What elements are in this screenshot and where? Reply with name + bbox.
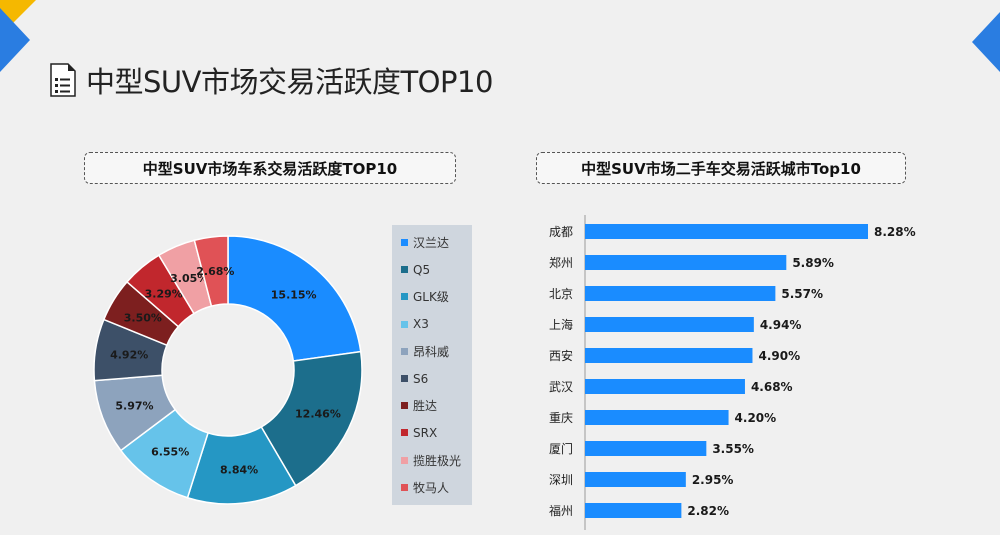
legend-item: GLK级 xyxy=(392,283,472,310)
donut-legend: 汉兰达 Q5 GLK级 X3 昂科威 S6 胜达 SRX 揽胜极光牧马人 xyxy=(392,225,472,505)
donut-slice-label: 3.50% xyxy=(124,312,162,325)
legend-item: 牧马人 xyxy=(392,474,472,501)
donut-slice-label: 15.15% xyxy=(271,289,317,302)
bar-9 xyxy=(585,472,686,487)
bar-value-label: 8.28% xyxy=(874,225,916,239)
corner-decoration-left xyxy=(0,0,36,72)
legend-swatch xyxy=(401,266,408,274)
donut-chart: 15.15% 12.46% 8.84% 6.55% 5.97% 4.92% 3.50% 3.2… xyxy=(93,235,363,505)
bar-10 xyxy=(585,503,682,518)
donut-slice-label: 2.68% xyxy=(196,265,234,278)
bar-category-label: 重庆 xyxy=(549,411,573,425)
legend-label: Q5 xyxy=(413,262,431,277)
legend-swatch xyxy=(401,456,408,464)
bar-value-label: 4.68% xyxy=(751,380,793,394)
legend-label: SRX xyxy=(413,425,438,440)
legend-swatch xyxy=(401,375,408,383)
legend-swatch xyxy=(401,347,408,355)
donut-slice-label: 12.46% xyxy=(295,408,341,421)
bar-3 xyxy=(585,286,776,301)
corner-decoration-right xyxy=(972,12,1000,72)
header: 中型SUV市场交易活跃度TOP10 xyxy=(50,58,493,102)
legend-item: 揽胜极光 xyxy=(392,447,472,474)
bar-category-label: 福州 xyxy=(549,503,573,518)
bar-value-label: 4.20% xyxy=(735,411,777,425)
donut-slice-label: 5.97% xyxy=(115,399,153,412)
legend-label: 胜达 xyxy=(413,399,438,414)
bar-7 xyxy=(585,410,729,425)
donut-slice-label: 4.92% xyxy=(110,349,148,362)
donut-slice-10 xyxy=(193,235,229,308)
legend-label: GLK级 xyxy=(413,290,449,305)
legend-item: 胜达 xyxy=(392,392,472,419)
bar-value-label: 5.89% xyxy=(792,256,834,270)
bar-category-label: 上海 xyxy=(549,317,573,332)
donut-slice-label: 3.29% xyxy=(145,287,183,300)
bar-value-label: 2.82% xyxy=(687,504,729,518)
bar-4 xyxy=(585,317,754,332)
bar-chart-title: 中型SUV市场二手车交易活跃城市Top10 xyxy=(536,152,906,184)
bar-6 xyxy=(585,379,745,394)
bar-value-label: 2.95% xyxy=(692,473,734,487)
bar-value-label: 4.90% xyxy=(758,349,800,363)
legend-swatch xyxy=(401,402,408,410)
legend-label: 汉兰达 xyxy=(413,236,450,251)
bar-2 xyxy=(585,255,787,270)
donut-slice-label: 8.84% xyxy=(220,463,258,476)
bar-value-label: 3.55% xyxy=(712,442,754,456)
donut-slice-label: 6.55% xyxy=(151,446,189,459)
bar-8 xyxy=(585,441,707,456)
bar-category-label: 成都 xyxy=(549,225,573,239)
legend-item: 昂科威 xyxy=(392,338,472,365)
legend-swatch xyxy=(401,293,408,301)
legend-item: X3 xyxy=(392,311,472,338)
legend-label: 昂科威 xyxy=(413,344,450,359)
city-bar-chart: 成都 8.28% 郑州 5.89% 北京 5.57% 上海 4.94% 西安 4.90% 武汉 4.6… xyxy=(549,215,916,530)
legend-swatch xyxy=(401,483,408,491)
bar-category-label: 深圳 xyxy=(549,473,573,487)
legend-item: S6 xyxy=(392,365,472,392)
legend-swatch xyxy=(401,320,408,328)
legend-label: 牧马人 xyxy=(413,480,450,495)
bar-category-label: 武汉 xyxy=(549,380,573,394)
bar-1 xyxy=(585,224,868,239)
bar-category-label: 郑州 xyxy=(549,255,573,270)
bar-category-label: 厦门 xyxy=(549,441,573,456)
legend-label: X3 xyxy=(413,317,429,332)
legend-swatch xyxy=(401,239,408,247)
donut-chart-title: 中型SUV市场车系交易活跃度TOP10 xyxy=(84,152,456,184)
bar-value-label: 4.94% xyxy=(760,318,802,332)
page-title: 中型SUV市场交易活跃度TOP10 xyxy=(86,65,493,99)
bar-value-label: 5.57% xyxy=(781,287,823,301)
legend-item: SRX xyxy=(392,419,472,446)
document-list-icon xyxy=(50,63,76,97)
bar-category-label: 西安 xyxy=(549,348,573,363)
bar-5 xyxy=(585,348,753,363)
donut-slice-label: 3.05% xyxy=(170,272,208,285)
legend-swatch xyxy=(401,429,408,437)
legend-label: 揽胜极光 xyxy=(413,453,462,468)
legend-label: S6 xyxy=(413,371,429,386)
legend-item: 汉兰达 xyxy=(392,229,472,256)
donut-slice-2 xyxy=(260,350,363,487)
legend-item: Q5 xyxy=(392,256,472,283)
donut-slice-1 xyxy=(227,235,362,362)
bar-category-label: 北京 xyxy=(549,287,573,301)
